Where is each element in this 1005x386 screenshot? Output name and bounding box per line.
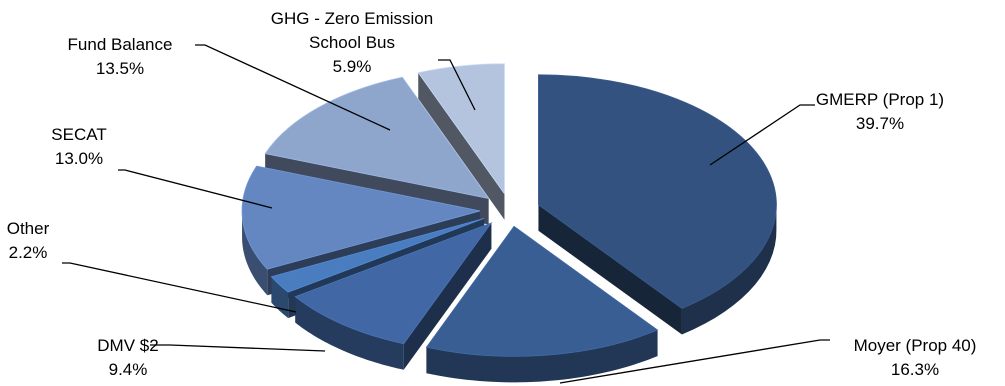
slice-top-dmv-2 bbox=[294, 222, 493, 345]
slice-moyer-prop-40 bbox=[425, 225, 659, 383]
slice-label-dmv-2: DMV $2 bbox=[97, 336, 158, 355]
slice-wall-other-1 bbox=[271, 218, 485, 303]
slice-label-ghg-zero-emission-school-bus: School Bus bbox=[309, 33, 395, 52]
slice-label-ghg-zero-emission-school-bus: GHG - Zero Emission bbox=[271, 9, 433, 28]
slice-label-moyer-prop-40: Moyer (Prop 40) bbox=[854, 336, 977, 355]
slice-value-label-moyer-prop-40: 16.3% bbox=[891, 360, 939, 379]
slice-edge-gmerp-prop-1 bbox=[681, 203, 777, 335]
slice-value-label-gmerp-prop-1: 39.7% bbox=[856, 114, 904, 133]
slice-dmv-2 bbox=[294, 222, 493, 370]
slice-value-label-dmv-2: 9.4% bbox=[109, 360, 148, 379]
slice-value-label-secat: 13.0% bbox=[55, 149, 103, 168]
slice-top-secat bbox=[241, 165, 481, 270]
slice-value-label-fund-balance: 13.5% bbox=[96, 59, 144, 78]
slice-wall-ghg-zero-emission-school-bus-0 bbox=[418, 72, 505, 220]
slice-edge-moyer-prop-40 bbox=[426, 330, 658, 383]
slice-value-label-other: 2.2% bbox=[9, 243, 48, 262]
leader-line-moyer-prop-40 bbox=[559, 339, 830, 384]
leader-line-other bbox=[62, 262, 297, 313]
slice-label-other: Other bbox=[7, 219, 50, 238]
slice-label-secat: SECAT bbox=[51, 125, 106, 144]
slice-wall-dmv-2-0 bbox=[403, 222, 492, 370]
leader-line-ghg-zero-emission-school-bus bbox=[438, 59, 476, 111]
slice-top-gmerp-prop-1 bbox=[538, 74, 777, 309]
slice-wall-gmerp-prop-1-1 bbox=[538, 204, 682, 335]
leader-line-fund-balance bbox=[195, 44, 391, 131]
slice-top-ghg-zero-emission-school-bus bbox=[417, 63, 505, 196]
label-layer: GMERP (Prop 1) 39.7% Moyer (Prop 40) 16.3% D… bbox=[7, 9, 977, 384]
slice-ghg-zero-emission-school-bus bbox=[417, 63, 505, 220]
slice-edge-other bbox=[271, 276, 289, 319]
slice-label-fund-balance: Fund Balance bbox=[68, 35, 173, 54]
slice-top-fund-balance bbox=[264, 76, 490, 200]
slice-label-gmerp-prop-1: GMERP (Prop 1) bbox=[816, 90, 944, 109]
slice-value-label-ghg-zero-emission-school-bus: 5.9% bbox=[333, 57, 372, 76]
slice-top-other bbox=[270, 218, 485, 293]
leader-line-dmv-2 bbox=[150, 344, 326, 352]
slice-gmerp-prop-1 bbox=[538, 74, 777, 335]
leader-line-gmerp-prop-1 bbox=[709, 104, 815, 166]
leader-line-secat bbox=[118, 169, 273, 209]
slice-top-moyer-prop-40 bbox=[425, 225, 659, 357]
